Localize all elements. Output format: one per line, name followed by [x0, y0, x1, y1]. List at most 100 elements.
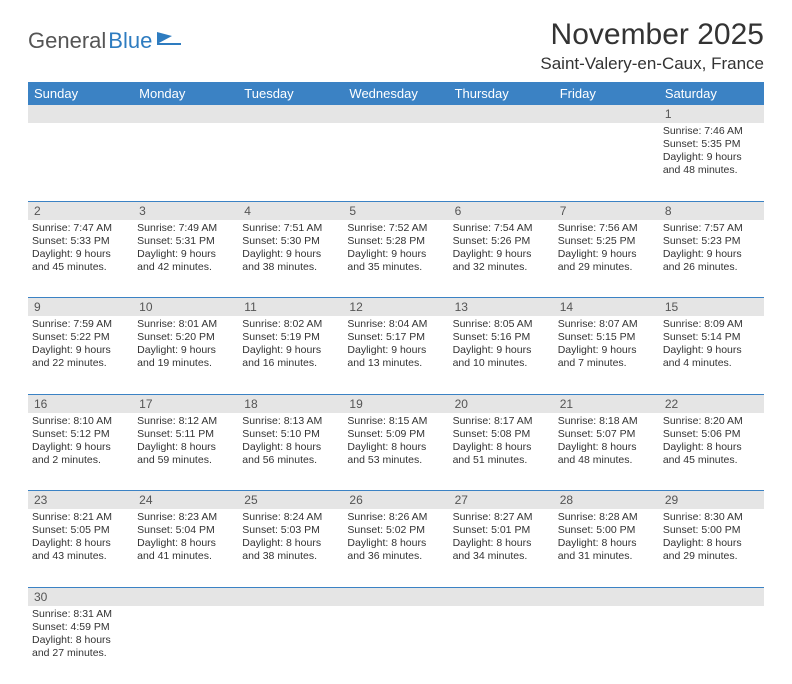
day-cell: Sunrise: 8:05 AMSunset: 5:16 PMDaylight:… [449, 316, 554, 394]
day-content: Sunrise: 8:23 AMSunset: 5:04 PMDaylight:… [137, 511, 234, 564]
day-cell: Sunrise: 8:21 AMSunset: 5:05 PMDaylight:… [28, 509, 133, 587]
day-content: Sunrise: 7:57 AMSunset: 5:23 PMDaylight:… [663, 222, 760, 275]
day-cell: Sunrise: 8:07 AMSunset: 5:15 PMDaylight:… [554, 316, 659, 394]
day-number-cell: 10 [133, 298, 238, 317]
day-content: Sunrise: 8:21 AMSunset: 5:05 PMDaylight:… [32, 511, 129, 564]
day-content: Sunrise: 7:54 AMSunset: 5:26 PMDaylight:… [453, 222, 550, 275]
weekday-header-row: SundayMondayTuesdayWednesdayThursdayFrid… [28, 82, 764, 105]
day-cell [659, 606, 764, 684]
day-number-row: 2345678 [28, 201, 764, 220]
day-cell: Sunrise: 7:46 AMSunset: 5:35 PMDaylight:… [659, 123, 764, 201]
day-number-cell: 28 [554, 491, 659, 510]
day-cell: Sunrise: 8:13 AMSunset: 5:10 PMDaylight:… [238, 413, 343, 491]
week-row: Sunrise: 8:10 AMSunset: 5:12 PMDaylight:… [28, 413, 764, 491]
day-cell: Sunrise: 8:09 AMSunset: 5:14 PMDaylight:… [659, 316, 764, 394]
day-number-row: 30 [28, 587, 764, 606]
day-number-cell: 17 [133, 394, 238, 413]
day-cell: Sunrise: 8:02 AMSunset: 5:19 PMDaylight:… [238, 316, 343, 394]
day-number-cell: 19 [343, 394, 448, 413]
day-number-cell [554, 105, 659, 123]
day-cell: Sunrise: 8:30 AMSunset: 5:00 PMDaylight:… [659, 509, 764, 587]
weekday-header: Saturday [659, 82, 764, 105]
weekday-header: Monday [133, 82, 238, 105]
day-number-cell: 9 [28, 298, 133, 317]
day-cell: Sunrise: 8:15 AMSunset: 5:09 PMDaylight:… [343, 413, 448, 491]
day-number-cell: 12 [343, 298, 448, 317]
day-content: Sunrise: 7:56 AMSunset: 5:25 PMDaylight:… [558, 222, 655, 275]
day-cell: Sunrise: 7:51 AMSunset: 5:30 PMDaylight:… [238, 220, 343, 298]
weekday-header: Thursday [449, 82, 554, 105]
day-cell [238, 123, 343, 201]
day-number-row: 23242526272829 [28, 491, 764, 510]
day-content: Sunrise: 7:46 AMSunset: 5:35 PMDaylight:… [663, 125, 760, 178]
day-number-row: 1 [28, 105, 764, 123]
weekday-header: Tuesday [238, 82, 343, 105]
day-number-cell: 21 [554, 394, 659, 413]
day-number-cell: 14 [554, 298, 659, 317]
day-cell [133, 606, 238, 684]
day-number-cell [238, 587, 343, 606]
day-number-cell: 5 [343, 201, 448, 220]
day-cell: Sunrise: 7:59 AMSunset: 5:22 PMDaylight:… [28, 316, 133, 394]
day-cell: Sunrise: 7:47 AMSunset: 5:33 PMDaylight:… [28, 220, 133, 298]
day-content: Sunrise: 8:07 AMSunset: 5:15 PMDaylight:… [558, 318, 655, 371]
day-cell [133, 123, 238, 201]
weekday-header: Friday [554, 82, 659, 105]
location: Saint-Valery-en-Caux, France [540, 54, 764, 74]
day-cell: Sunrise: 7:56 AMSunset: 5:25 PMDaylight:… [554, 220, 659, 298]
day-number-cell: 27 [449, 491, 554, 510]
day-content: Sunrise: 7:47 AMSunset: 5:33 PMDaylight:… [32, 222, 129, 275]
day-number-row: 16171819202122 [28, 394, 764, 413]
page-header: GeneralBlue November 2025 Saint-Valery-e… [28, 18, 764, 74]
day-number-cell: 15 [659, 298, 764, 317]
day-number-cell: 13 [449, 298, 554, 317]
day-number-cell [554, 587, 659, 606]
title-block: November 2025 Saint-Valery-en-Caux, Fran… [540, 18, 764, 74]
day-cell: Sunrise: 8:26 AMSunset: 5:02 PMDaylight:… [343, 509, 448, 587]
day-content: Sunrise: 8:15 AMSunset: 5:09 PMDaylight:… [347, 415, 444, 468]
day-number-cell [133, 587, 238, 606]
day-cell: Sunrise: 8:24 AMSunset: 5:03 PMDaylight:… [238, 509, 343, 587]
day-number-cell: 20 [449, 394, 554, 413]
day-content: Sunrise: 8:17 AMSunset: 5:08 PMDaylight:… [453, 415, 550, 468]
day-cell: Sunrise: 8:12 AMSunset: 5:11 PMDaylight:… [133, 413, 238, 491]
day-number-cell: 29 [659, 491, 764, 510]
day-number-cell: 25 [238, 491, 343, 510]
day-number-cell: 8 [659, 201, 764, 220]
day-cell: Sunrise: 7:54 AMSunset: 5:26 PMDaylight:… [449, 220, 554, 298]
day-content: Sunrise: 8:20 AMSunset: 5:06 PMDaylight:… [663, 415, 760, 468]
day-content: Sunrise: 7:49 AMSunset: 5:31 PMDaylight:… [137, 222, 234, 275]
day-number-cell [133, 105, 238, 123]
calendar-table: SundayMondayTuesdayWednesdayThursdayFrid… [28, 82, 764, 684]
logo-text-blue: Blue [108, 28, 152, 54]
day-content: Sunrise: 8:05 AMSunset: 5:16 PMDaylight:… [453, 318, 550, 371]
day-content: Sunrise: 8:18 AMSunset: 5:07 PMDaylight:… [558, 415, 655, 468]
day-content: Sunrise: 8:10 AMSunset: 5:12 PMDaylight:… [32, 415, 129, 468]
day-cell: Sunrise: 8:18 AMSunset: 5:07 PMDaylight:… [554, 413, 659, 491]
day-cell: Sunrise: 8:20 AMSunset: 5:06 PMDaylight:… [659, 413, 764, 491]
day-number-cell [343, 105, 448, 123]
day-number-cell [28, 105, 133, 123]
logo-text-general: General [28, 28, 106, 54]
day-content: Sunrise: 8:31 AMSunset: 4:59 PMDaylight:… [32, 608, 129, 661]
day-cell: Sunrise: 8:01 AMSunset: 5:20 PMDaylight:… [133, 316, 238, 394]
day-number-cell: 16 [28, 394, 133, 413]
day-cell: Sunrise: 8:10 AMSunset: 5:12 PMDaylight:… [28, 413, 133, 491]
day-cell: Sunrise: 8:23 AMSunset: 5:04 PMDaylight:… [133, 509, 238, 587]
day-content: Sunrise: 8:04 AMSunset: 5:17 PMDaylight:… [347, 318, 444, 371]
day-cell [343, 606, 448, 684]
day-number-row: 9101112131415 [28, 298, 764, 317]
day-number-cell [659, 587, 764, 606]
day-cell: Sunrise: 7:49 AMSunset: 5:31 PMDaylight:… [133, 220, 238, 298]
day-number-cell: 3 [133, 201, 238, 220]
flag-icon [156, 28, 182, 54]
day-content: Sunrise: 7:52 AMSunset: 5:28 PMDaylight:… [347, 222, 444, 275]
day-number-cell [238, 105, 343, 123]
day-content: Sunrise: 7:59 AMSunset: 5:22 PMDaylight:… [32, 318, 129, 371]
day-number-cell [449, 587, 554, 606]
day-cell [28, 123, 133, 201]
day-cell: Sunrise: 7:52 AMSunset: 5:28 PMDaylight:… [343, 220, 448, 298]
day-content: Sunrise: 8:30 AMSunset: 5:00 PMDaylight:… [663, 511, 760, 564]
day-content: Sunrise: 8:09 AMSunset: 5:14 PMDaylight:… [663, 318, 760, 371]
day-content: Sunrise: 8:02 AMSunset: 5:19 PMDaylight:… [242, 318, 339, 371]
